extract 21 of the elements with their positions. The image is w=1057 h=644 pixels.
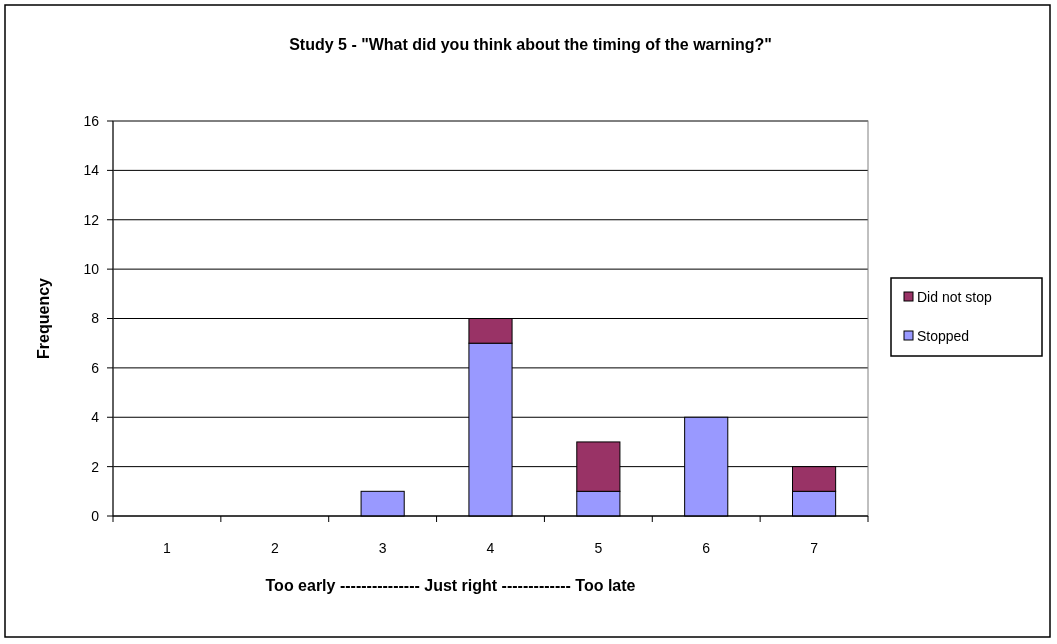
x-axis-title: Too early --------------- Just right ------------- Too late	[265, 577, 636, 594]
y-tick-label: 8	[91, 310, 100, 327]
legend-label: Stopped	[917, 327, 970, 344]
x-tick-label: 2	[270, 540, 279, 556]
y-tick-label: 10	[83, 261, 100, 278]
y-tick-label: 12	[83, 211, 100, 228]
y-tick-label: 0	[91, 507, 100, 524]
y-tick-label: 6	[91, 359, 100, 376]
legend-label: Did not stop	[917, 288, 992, 305]
x-tick-label: 6	[702, 540, 711, 556]
x-tick-label: 4	[486, 540, 495, 556]
chart-title: Study 5 - "What did you think about the timing of the warning?"	[289, 36, 772, 53]
y-tick-label: 2	[91, 458, 100, 475]
y-tick-label: 16	[83, 112, 100, 129]
y-tick-label: 14	[83, 162, 100, 179]
x-tick-label: 7	[810, 540, 819, 556]
x-tick-label: 1	[163, 540, 172, 556]
y-tick-label: 4	[91, 409, 100, 426]
y-axis-title: Frequency	[35, 277, 52, 359]
x-tick-label: 5	[594, 540, 603, 556]
x-tick-label: 3	[378, 540, 387, 556]
